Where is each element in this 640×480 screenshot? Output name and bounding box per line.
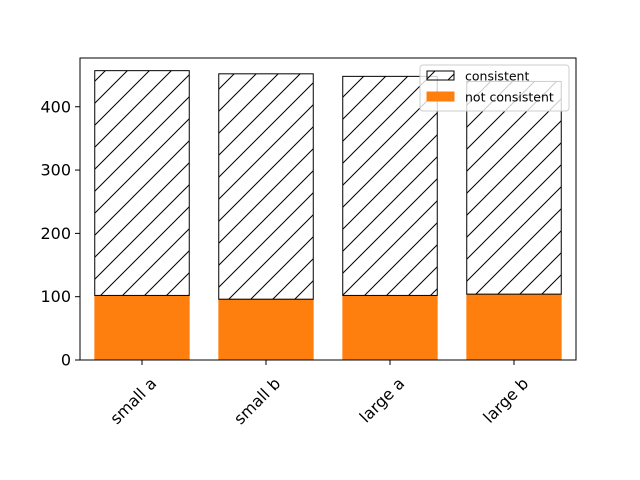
x-tick-label: small b <box>230 374 284 428</box>
bar-consistent <box>466 80 562 295</box>
legend-box <box>419 64 570 112</box>
bar-not-consistent <box>218 298 314 361</box>
bar-not-consistent <box>94 295 190 361</box>
bar-consistent <box>94 70 190 296</box>
legend-swatch-not-consistent <box>426 91 455 102</box>
x-tick-label: large b <box>479 374 532 427</box>
plot-frame <box>79 57 577 361</box>
legend: consistent not consistent <box>419 64 570 112</box>
legend-label-consistent: consistent <box>465 69 529 84</box>
legend-swatch-consistent <box>426 70 455 81</box>
x-tick-label: large a <box>356 374 409 427</box>
y-tick-label: 200 <box>40 224 71 243</box>
y-tick-label: 0 <box>61 351 71 370</box>
bar-not-consistent <box>466 293 562 361</box>
x-axis: small a small b large a large b <box>106 360 532 428</box>
plot-area <box>79 57 577 361</box>
y-tick-label: 400 <box>40 97 71 116</box>
legend-label-not-consistent: not consistent <box>465 90 554 105</box>
x-tick-label: small a <box>106 374 160 428</box>
bar-consistent <box>342 75 438 296</box>
bar-not-consistent <box>342 295 438 361</box>
y-tick-label: 100 <box>40 287 71 306</box>
y-tick-label: 300 <box>40 161 71 180</box>
y-axis: 0 100 200 300 400 <box>40 97 80 370</box>
bar-consistent <box>218 73 314 300</box>
